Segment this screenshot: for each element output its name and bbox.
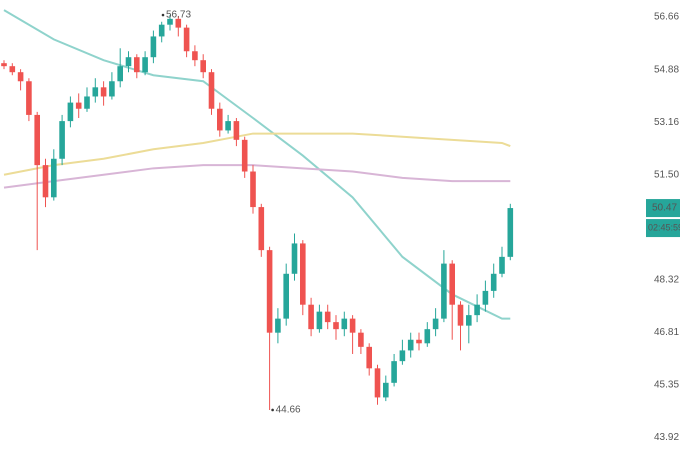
low-label: 44.66 (276, 405, 301, 416)
countdown-label: 02:45:59 (648, 222, 680, 232)
high-marker (161, 13, 165, 17)
moving-average (3, 132, 511, 176)
countdown-box (646, 219, 680, 238)
candle-body (200, 60, 206, 73)
candle-body (84, 96, 90, 109)
y-tick-label: 43.92 (654, 432, 679, 443)
y-tick-label: 51.50 (654, 169, 679, 180)
candle-body (366, 346, 372, 369)
candle-body (300, 243, 306, 305)
candle-body (225, 121, 231, 131)
candle-body (125, 57, 132, 67)
y-tick-label: 45.35 (654, 379, 679, 390)
candle-body (341, 318, 348, 330)
candle-body (167, 18, 173, 25)
candle-body (391, 361, 397, 383)
candle-body (349, 318, 356, 333)
candle-body (258, 207, 265, 251)
candle-body (217, 108, 223, 131)
candle-body (374, 368, 381, 398)
y-tick-label: 46.81 (654, 327, 679, 338)
candle-body (92, 87, 99, 97)
candle-body (34, 114, 40, 166)
candle-body (291, 243, 298, 274)
candle-body (441, 263, 447, 319)
candle-body (134, 57, 140, 73)
candle-body (416, 339, 422, 344)
candle-body (383, 382, 389, 398)
candle-body (241, 139, 248, 172)
candle-body (208, 72, 215, 109)
candle-body (109, 81, 115, 97)
candle-body (449, 263, 455, 305)
moving-average (3, 164, 511, 189)
high-label: 56.73 (166, 10, 191, 21)
candle-body (432, 318, 439, 330)
candle-body (117, 66, 123, 82)
candle-body (100, 87, 107, 97)
candle-body (474, 304, 480, 316)
candle-body (266, 250, 273, 333)
candle-body (9, 66, 16, 73)
candle-body (457, 304, 464, 326)
candle-body (275, 318, 281, 333)
candle-body (250, 171, 256, 208)
candle-body (75, 102, 82, 109)
candle-body (316, 311, 323, 330)
low-marker (271, 408, 274, 412)
candle-body (324, 311, 331, 323)
y-tick-label: 53.16 (654, 117, 679, 128)
candle-body (407, 339, 414, 351)
candle-body (17, 72, 24, 82)
candle-body (490, 273, 497, 291)
moving-average (3, 9, 511, 320)
candle-body (499, 256, 505, 274)
candle-body (507, 208, 514, 257)
candle-body (333, 322, 339, 330)
candle-body (466, 315, 472, 326)
candle-body (142, 57, 148, 73)
candle-body (283, 273, 289, 319)
candle-body (308, 304, 314, 330)
candle-body (59, 121, 65, 159)
candle-body (150, 36, 157, 58)
candle-body (42, 165, 49, 198)
candle-body (175, 18, 182, 28)
candle-body (67, 102, 74, 122)
y-tick-label: 48.32 (654, 275, 679, 286)
y-tick-label: 54.88 (654, 64, 679, 75)
last-price-label: 50.47 (652, 203, 677, 214)
y-tick-label: 56.66 (654, 12, 679, 23)
candle-body (482, 290, 489, 305)
candle-body (358, 332, 364, 347)
last-price-box (646, 199, 680, 218)
candle-body (399, 350, 406, 362)
candle-body (183, 27, 190, 52)
candle-body (233, 121, 240, 140)
candle-body (158, 24, 165, 37)
candle-body (1, 63, 7, 67)
candle-body (51, 158, 57, 198)
candle-body (424, 329, 431, 344)
candle-body (26, 81, 32, 115)
candle-body (192, 51, 198, 61)
